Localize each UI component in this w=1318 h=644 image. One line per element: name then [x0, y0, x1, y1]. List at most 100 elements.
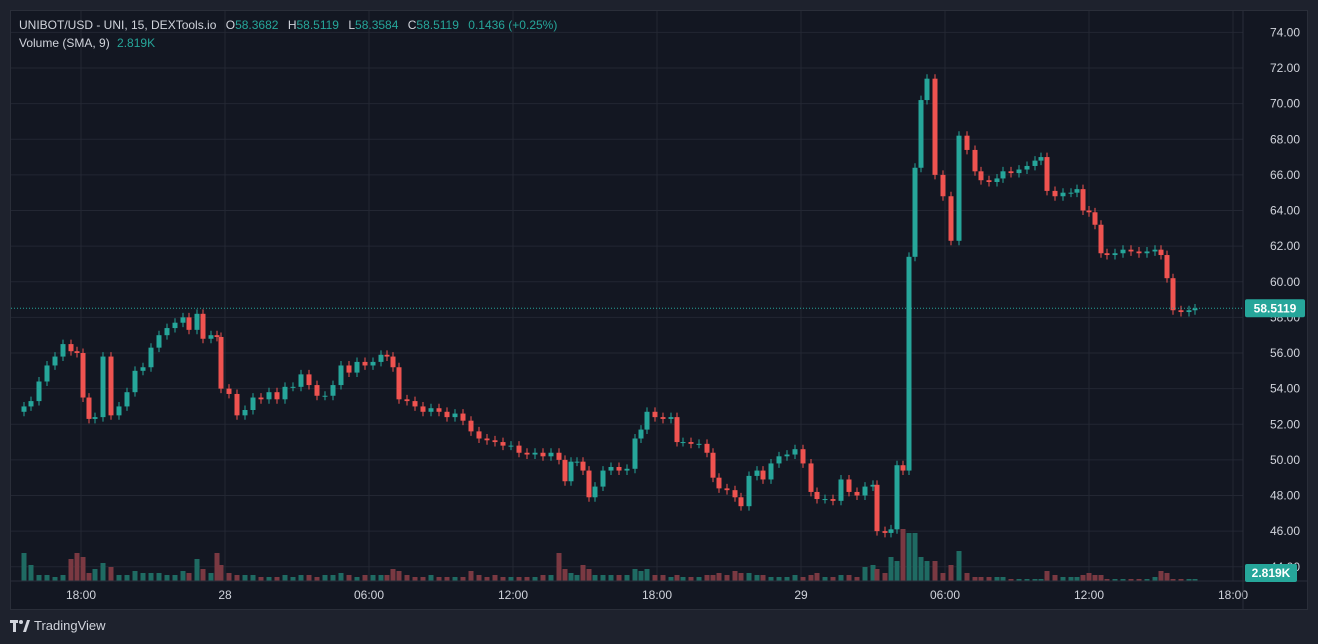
volume-bar	[838, 575, 844, 581]
volume-bar	[370, 575, 376, 581]
footer[interactable]: TradingView	[10, 618, 106, 633]
volume-bar	[258, 577, 264, 581]
candle-body	[460, 413, 466, 421]
candle-body	[306, 374, 312, 386]
volume-bar	[1086, 573, 1092, 581]
volume-bar	[548, 575, 554, 581]
y-tick-label: 62.00	[1270, 239, 1300, 253]
volume-bar	[704, 575, 710, 581]
candle-body	[956, 135, 962, 241]
candle-body	[1120, 249, 1126, 254]
volume-bar	[378, 575, 384, 581]
candle-body	[854, 491, 860, 496]
candle-body	[568, 461, 574, 482]
candle-body	[354, 361, 360, 373]
candle-body	[390, 356, 396, 368]
y-tick-label: 68.00	[1270, 132, 1300, 146]
candle-body	[298, 374, 304, 387]
volume-bar	[412, 577, 418, 581]
volume-bar	[784, 577, 790, 581]
candle-body	[428, 408, 434, 412]
volume-bar	[906, 533, 912, 581]
volume-bar	[124, 575, 130, 581]
volume-bar	[86, 573, 92, 581]
candle-body	[784, 454, 790, 457]
chart-frame[interactable]: 44.0046.0048.0050.0052.0054.0056.0058.00…	[10, 10, 1308, 610]
volume-indicator-label[interactable]: Volume (SMA, 9)	[19, 36, 110, 50]
volume-bar	[768, 577, 774, 581]
price-chart[interactable]: 44.0046.0048.0050.0052.0054.0056.0058.00…	[11, 11, 1307, 609]
candle-body	[732, 490, 738, 498]
volume-bar	[180, 571, 186, 581]
volume-bar	[568, 573, 574, 581]
candle-body	[704, 443, 710, 453]
candle-body	[1098, 224, 1104, 254]
candle-body	[1112, 253, 1118, 256]
candle-body	[452, 413, 458, 418]
volume-bar	[354, 577, 360, 581]
high-value: 58.5119	[296, 18, 339, 32]
volume-bar	[1038, 579, 1044, 581]
candle-body	[800, 449, 806, 464]
volume-bar	[468, 571, 474, 581]
candle-body	[986, 180, 992, 182]
candle-body	[994, 178, 1000, 182]
volume-bar	[574, 575, 580, 581]
candle-body	[632, 438, 638, 469]
y-tick-label: 72.00	[1270, 61, 1300, 75]
volume-bar	[1104, 579, 1110, 581]
volume-bar	[814, 573, 820, 581]
volume-bar	[540, 575, 546, 581]
candle-body	[888, 529, 894, 533]
x-tick-label: 12:00	[1074, 588, 1104, 602]
volume-bar	[21, 553, 27, 581]
symbol-title[interactable]: UNIBOT/USD - UNI, 15, DEXTools.io	[19, 18, 217, 32]
candle-body	[242, 410, 248, 416]
candle-body	[882, 531, 888, 533]
volume-bar	[80, 557, 86, 581]
candle-body	[492, 440, 498, 443]
candle-body	[404, 399, 410, 402]
candle-body	[912, 167, 918, 257]
y-tick-label: 50.00	[1270, 453, 1300, 467]
y-tick-label: 48.00	[1270, 489, 1300, 503]
candle-body	[266, 392, 272, 400]
y-tick-label: 56.00	[1270, 346, 1300, 360]
volume-bar	[586, 569, 592, 581]
candle-body	[116, 406, 122, 416]
candle-body	[838, 479, 844, 501]
candle-body	[1086, 210, 1092, 213]
volume-bar	[680, 577, 686, 581]
axes[interactable]: 44.0046.0048.0050.0052.0054.0056.0058.00…	[11, 11, 1307, 609]
candle-body	[500, 442, 506, 446]
candle-body	[716, 477, 722, 489]
candle-body	[532, 452, 538, 455]
volume-bar	[900, 529, 906, 581]
candle-body	[226, 388, 232, 394]
volume-bar	[1144, 579, 1150, 581]
candle-body	[1136, 251, 1142, 254]
candle-body	[674, 417, 680, 443]
candle-body	[156, 335, 162, 348]
volume-bar	[1080, 575, 1086, 581]
volume-bar	[924, 561, 930, 581]
volume-bar	[384, 575, 390, 581]
volume-bar	[846, 575, 852, 581]
volume-bar	[592, 575, 598, 581]
volume-bar	[508, 577, 514, 581]
volume-bar	[194, 559, 200, 581]
candle-body	[592, 486, 598, 498]
volume-bar	[1098, 575, 1104, 581]
last-price-label: 58.5119	[1254, 301, 1297, 315]
candle-body	[1068, 192, 1074, 194]
volume-bar	[862, 567, 868, 581]
candle-body	[250, 397, 256, 410]
candle-body	[314, 385, 320, 396]
volume-bar	[242, 575, 248, 581]
y-tick-label: 54.00	[1270, 382, 1300, 396]
y-tick-label: 74.00	[1270, 25, 1300, 39]
volume-bar	[668, 577, 674, 581]
volume-bar	[724, 575, 730, 581]
y-tick-label: 52.00	[1270, 417, 1300, 431]
change-value: 0.1436 (+0.25%)	[468, 18, 558, 32]
